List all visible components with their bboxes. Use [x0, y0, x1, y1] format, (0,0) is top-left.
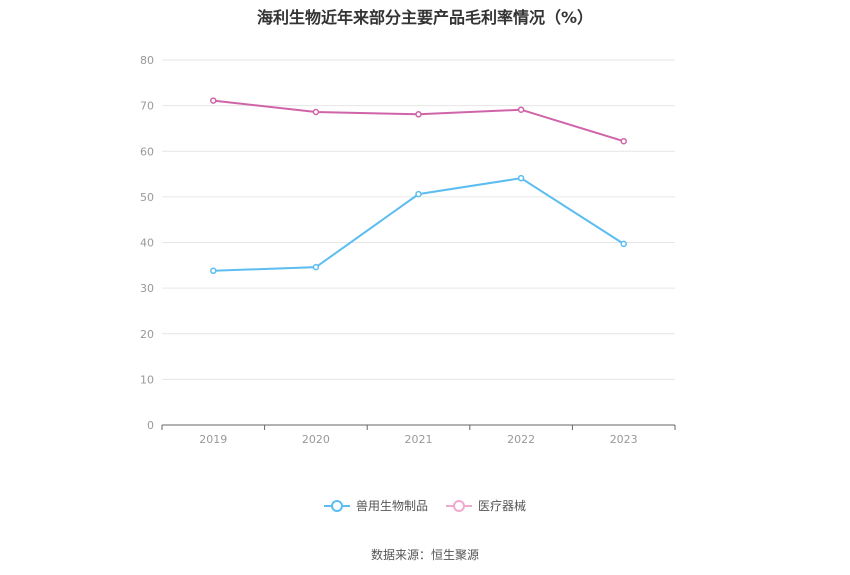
chart-title: 海利生物近年来部分主要产品毛利率情况（%） [256, 8, 594, 27]
series-1-point-3 [517, 106, 525, 113]
grid-lines [162, 59, 675, 380]
y-tick-label-1: 10 [140, 373, 154, 386]
legend-item-series-1[interactable]: 医疗器械 [446, 497, 526, 514]
series-0-point-3 [517, 174, 525, 182]
y-tick-label-6: 60 [140, 145, 154, 158]
series-1-point-2 [415, 111, 422, 118]
y-tick-labels: 0 10 20 30 40 50 60 70 80 [140, 54, 154, 432]
x-tick-label-3: 2022 [507, 433, 535, 446]
y-tick-label-3: 30 [140, 282, 154, 295]
x-tick-labels: 2019 2020 2021 2022 2023 [199, 433, 637, 446]
series-1-point-1 [312, 108, 320, 116]
x-tick-label-1: 2020 [302, 433, 330, 446]
y-tick-label-2: 20 [140, 328, 154, 341]
legend: 兽用生物制品 医疗器械 [0, 497, 850, 514]
series-group [210, 97, 627, 275]
y-tick-label-0: 0 [147, 419, 154, 432]
legend-item-series-0[interactable]: 兽用生物制品 [323, 497, 428, 514]
legend-swatch-series-1 [446, 499, 472, 512]
series-0-point-4 [620, 240, 627, 248]
series-0-point-2 [415, 190, 422, 198]
series-0-point-1 [312, 263, 320, 271]
series-line-1 [213, 99, 624, 143]
y-tick-label-5: 50 [140, 191, 154, 204]
legend-label-series-0: 兽用生物制品 [355, 499, 428, 513]
y-tick-label-4: 40 [140, 237, 154, 250]
series-1-point-4 [620, 137, 627, 145]
y-tick-label-7: 70 [140, 100, 154, 113]
axes [161, 424, 676, 430]
x-tick-label-2: 2021 [405, 433, 433, 446]
x-tick-label-4: 2023 [610, 433, 638, 446]
series-1-point-0 [210, 97, 217, 104]
y-tick-label-8: 80 [140, 54, 154, 67]
x-tick-label-0: 2019 [199, 433, 227, 446]
legend-swatch-series-0 [323, 499, 350, 512]
legend-label-series-1: 医疗器械 [478, 499, 527, 513]
series-0-point-0 [210, 267, 217, 275]
source-note: 数据来源：恒生聚源 [370, 548, 479, 562]
